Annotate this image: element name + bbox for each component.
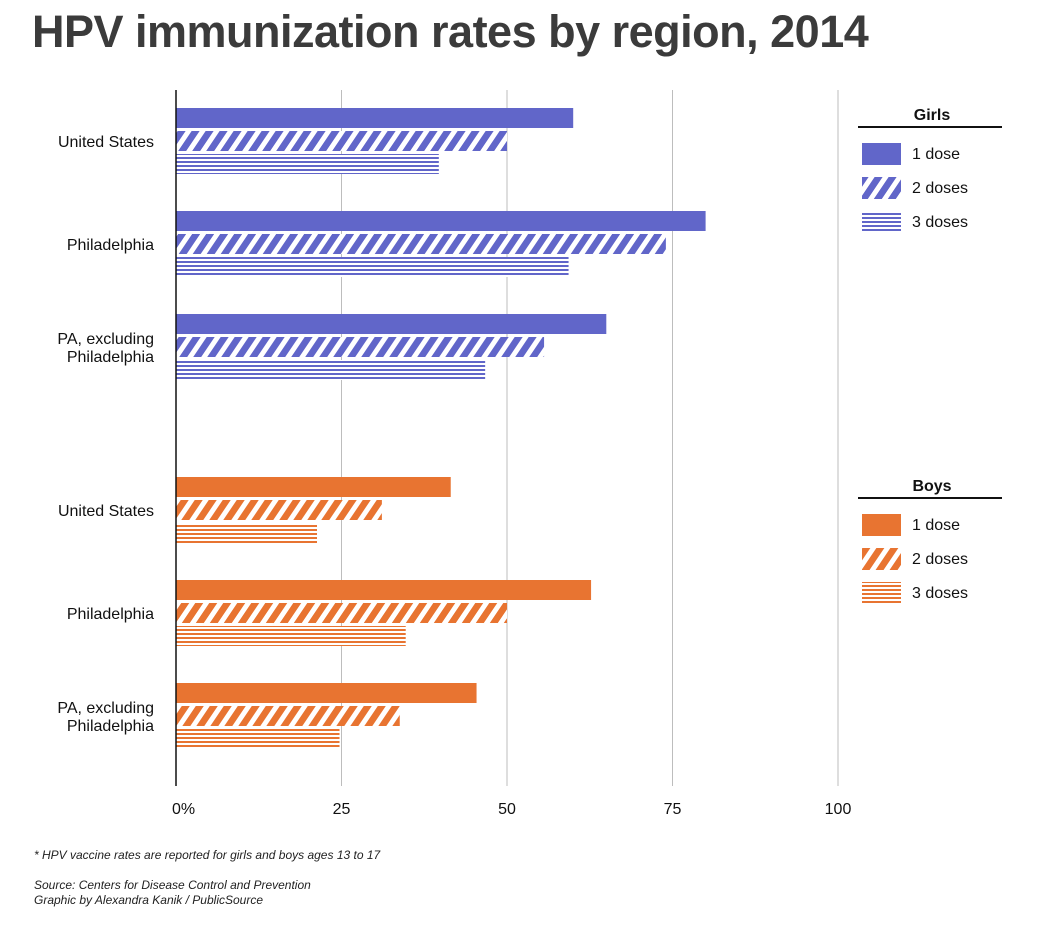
bar-boys-2-2-doses: [176, 706, 400, 726]
x-tick-label-100: 100: [825, 801, 852, 818]
bar-girls-2-2-doses: [176, 337, 545, 357]
bar-boys-0-3-doses: [176, 523, 318, 543]
legend-label-boys-2-doses: 2 doses: [912, 551, 968, 568]
x-tick-label-50: 50: [498, 801, 516, 818]
category-label-boys-0: United States: [58, 503, 154, 520]
legend-label-boys-1-dose: 1 dose: [912, 517, 960, 534]
bar-girls-0-2-doses: [176, 131, 507, 151]
category-label-girls-0: United States: [58, 134, 154, 151]
bar-girls-2-1-dose: [176, 314, 607, 334]
bar-boys-2-3-doses: [176, 729, 340, 749]
legend-label-girls-2-doses: 2 doses: [912, 180, 968, 197]
bar-boys-1-2-doses: [176, 603, 507, 623]
legend-title-girls: Girls: [914, 107, 951, 124]
bar-boys-0-2-doses: [176, 500, 382, 520]
legend-swatch-boys-1-dose: [862, 514, 901, 536]
legend-label-girls-1-dose: 1 dose: [912, 146, 960, 163]
bar-girls-1-3-doses: [176, 257, 569, 277]
source-note: Source: Centers for Disease Control and …: [34, 878, 311, 892]
legend-swatch-boys-2-doses: [862, 548, 901, 570]
bar-girls-1-2-doses: [176, 234, 666, 254]
bar-boys-0-1-dose: [176, 477, 451, 497]
category-label-girls-2: Philadelphia: [67, 349, 154, 366]
footnote: * HPV vaccine rates are reported for gir…: [34, 848, 381, 862]
legend-swatch-girls-3-doses: [862, 211, 901, 233]
legend-label-boys-3-doses: 3 doses: [912, 585, 968, 602]
x-tick-label-25: 25: [333, 801, 351, 818]
legend-label-girls-3-doses: 3 doses: [912, 214, 968, 231]
bar-girls-0-1-dose: [176, 108, 574, 128]
bar-boys-1-1-dose: [176, 580, 592, 600]
legend-swatch-girls-1-dose: [862, 143, 901, 165]
legend-swatch-girls-2-doses: [862, 177, 901, 199]
bar-girls-0-3-doses: [176, 154, 439, 174]
x-tick-label-0: 0%: [172, 801, 195, 818]
category-label-girls-1: Philadelphia: [67, 237, 154, 254]
credit-note: Graphic by Alexandra Kanik / PublicSourc…: [34, 893, 264, 907]
legend-swatch-boys-3-doses: [862, 582, 901, 604]
x-tick-label-75: 75: [664, 801, 682, 818]
bars: [176, 108, 706, 749]
bar-boys-2-1-dose: [176, 683, 477, 703]
bar-girls-2-3-doses: [176, 360, 486, 380]
gridlines: [341, 90, 839, 786]
category-label-boys-1: Philadelphia: [67, 606, 154, 623]
legend-title-boys: Boys: [912, 478, 951, 495]
category-label-boys-2: Philadelphia: [67, 718, 154, 735]
legends: Girls 1 dose 2 doses 3 doses Boys 1 dose 2 dos…: [858, 107, 1002, 604]
category-label-boys-2: PA, excluding: [57, 700, 154, 717]
x-axis: 0% 25 50 75 100: [172, 90, 851, 818]
category-label-girls-2: PA, excluding: [57, 331, 154, 348]
chart-title: HPV immunization rates by region, 2014: [32, 6, 869, 57]
bar-girls-1-1-dose: [176, 211, 706, 231]
bar-boys-1-3-doses: [176, 626, 406, 646]
